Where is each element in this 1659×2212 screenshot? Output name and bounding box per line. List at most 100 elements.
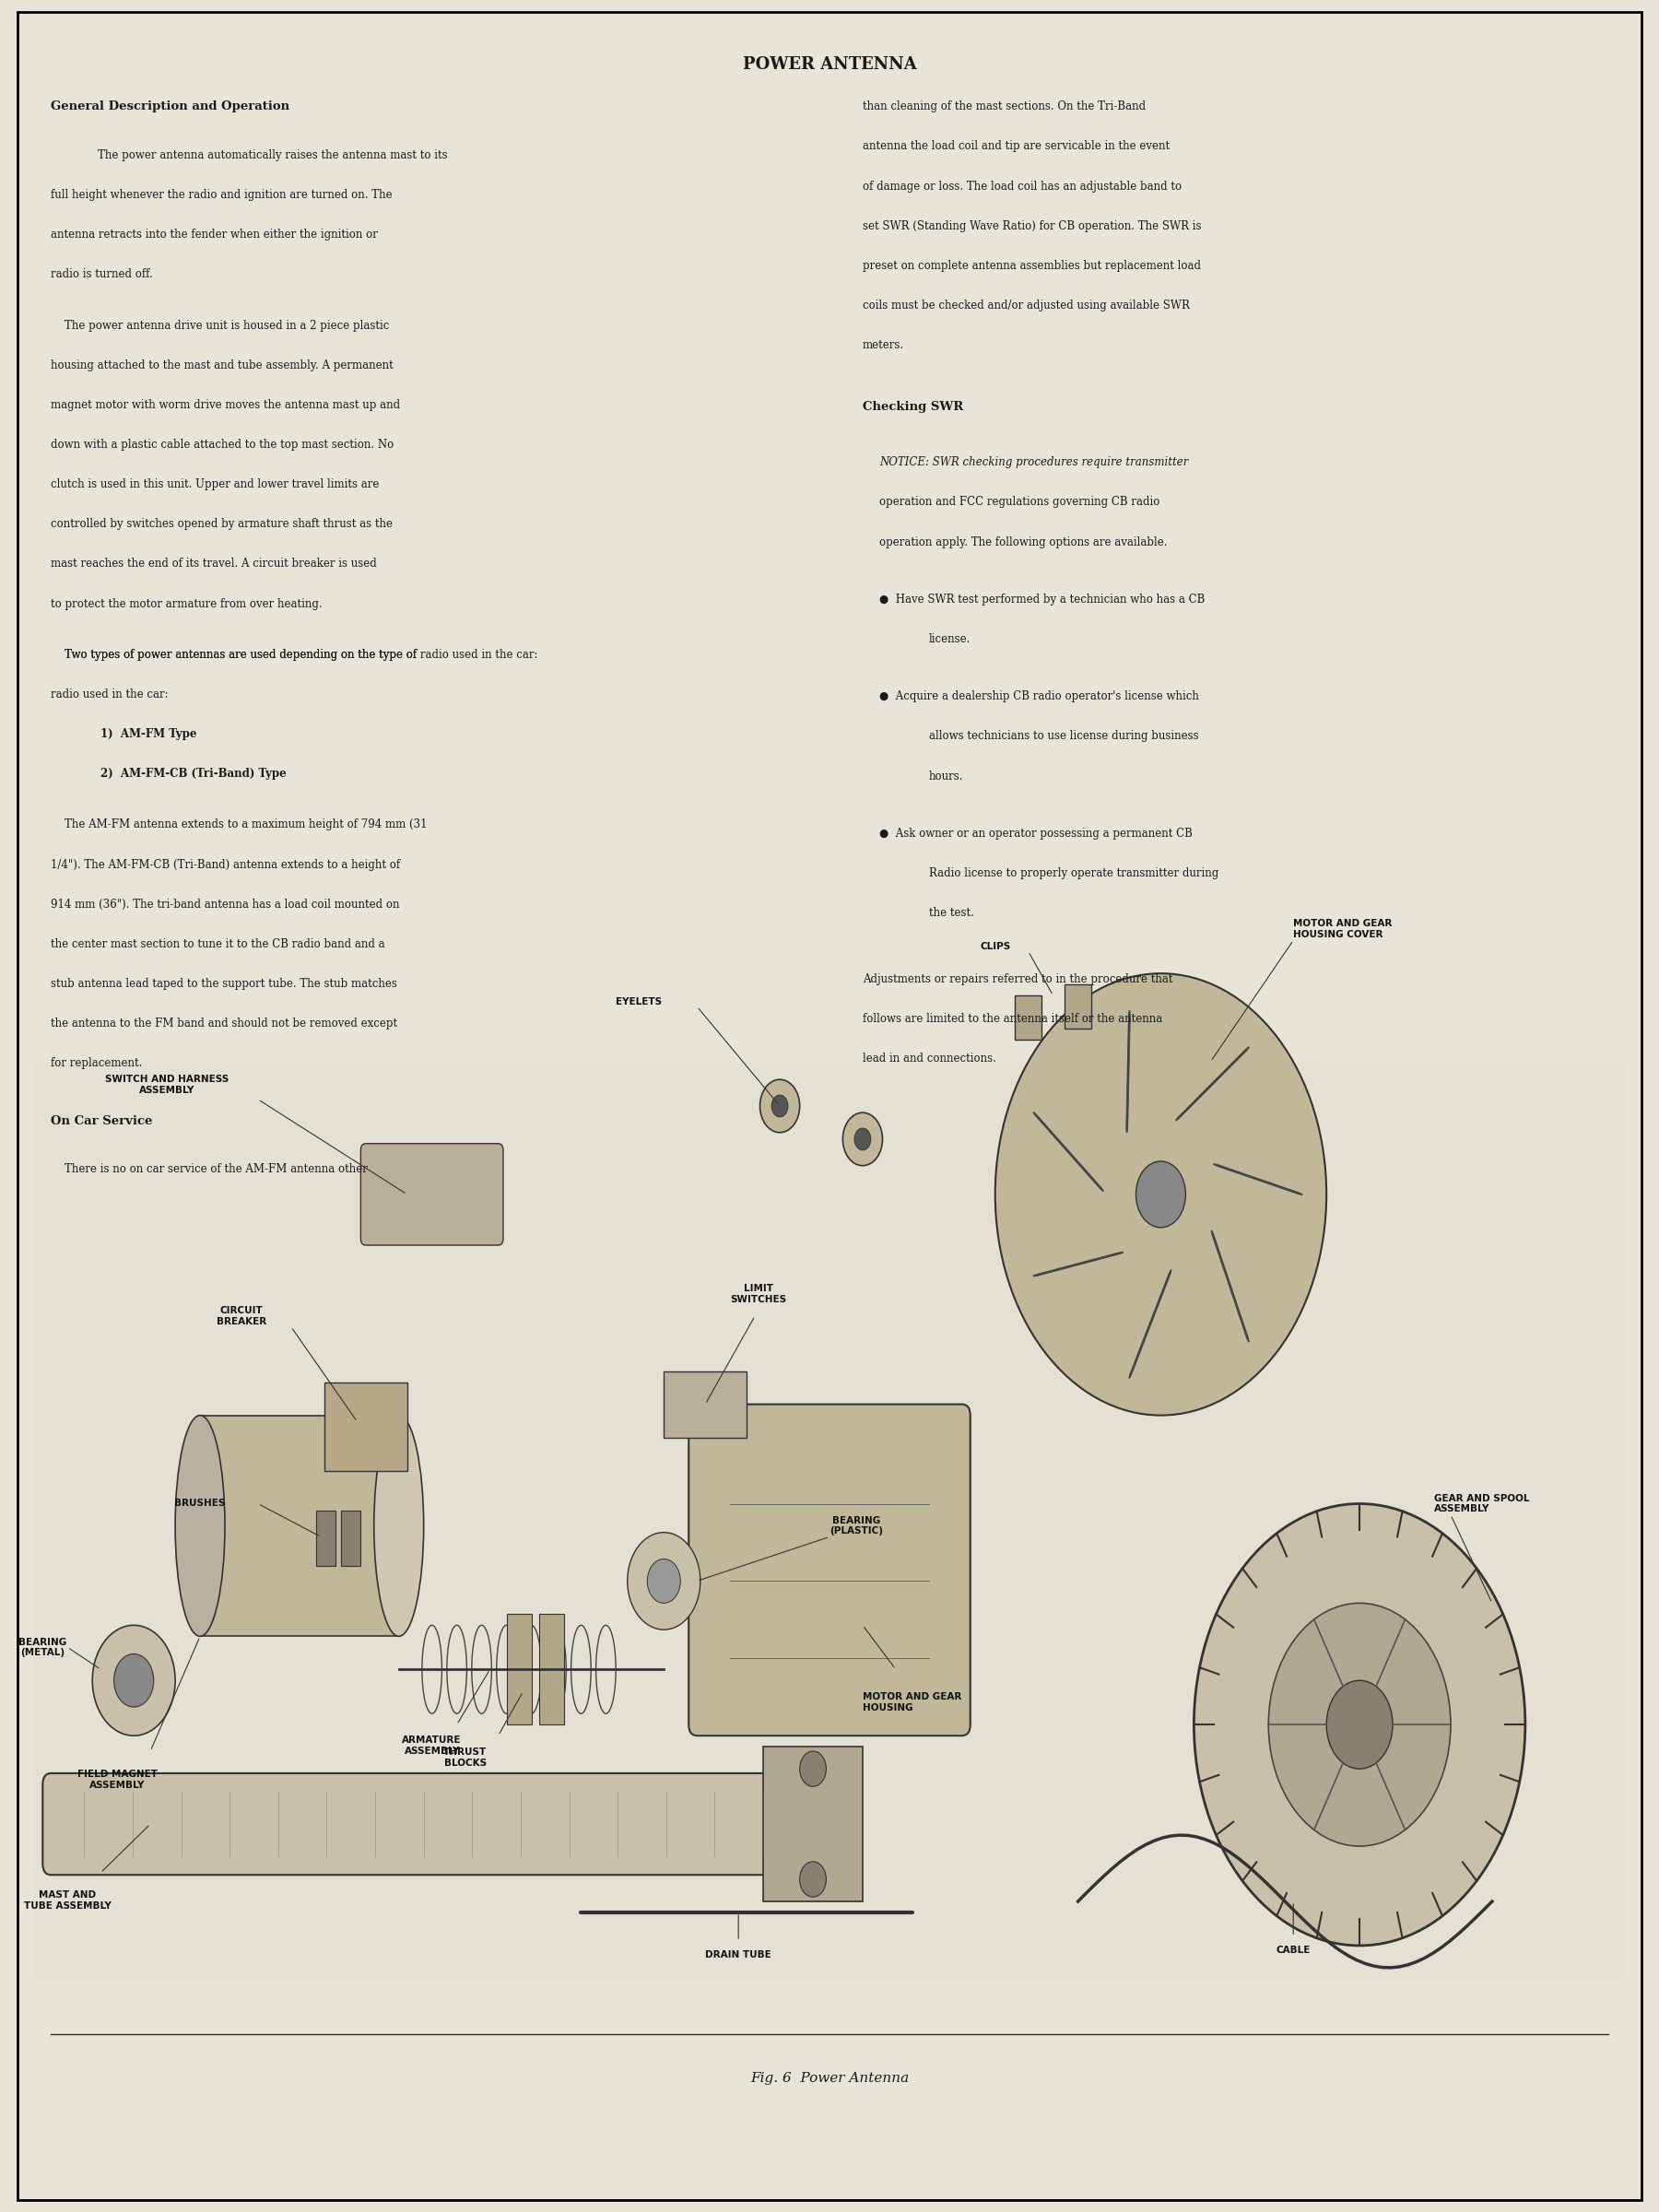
Circle shape [1327,1681,1392,1770]
Text: meters.: meters. [863,338,904,352]
Text: Checking SWR: Checking SWR [863,400,964,414]
Circle shape [1194,1504,1525,1947]
Bar [539,1615,564,1725]
Text: POWER ANTENNA: POWER ANTENNA [743,58,916,73]
Ellipse shape [373,1416,423,1637]
Circle shape [760,1079,800,1133]
Text: clutch is used in this unit. Upper and lower travel limits are: clutch is used in this unit. Upper and l… [51,478,380,491]
Bar [35,1062,1624,1980]
Text: ●  Acquire a dealership CB radio operator's license which: ● Acquire a dealership CB radio operator… [879,690,1199,703]
Text: allows technicians to use license during business: allows technicians to use license during… [929,730,1198,743]
FancyBboxPatch shape [688,1405,971,1736]
Text: for replacement.: for replacement. [51,1057,143,1068]
Text: 2)  AM-FM-CB (Tri-Band) Type: 2) AM-FM-CB (Tri-Band) Type [101,768,287,781]
Bar [324,1382,406,1471]
Text: down with a plastic cable attached to the top mast section. No: down with a plastic cable attached to th… [51,438,395,451]
Text: The power antenna automatically raises the antenna mast to its: The power antenna automatically raises t… [85,150,448,161]
Text: operation apply. The following options are available.: operation apply. The following options a… [879,535,1168,549]
Circle shape [771,1095,788,1117]
Text: GEAR AND SPOOL
ASSEMBLY: GEAR AND SPOOL ASSEMBLY [1433,1493,1530,1513]
FancyArrowPatch shape [1213,1234,1248,1338]
Circle shape [800,1863,826,1898]
FancyArrowPatch shape [1126,1013,1130,1128]
Text: THRUST
BLOCKS: THRUST BLOCKS [443,1747,486,1767]
FancyArrowPatch shape [1037,1252,1120,1274]
Text: the test.: the test. [929,907,974,920]
Text: Adjustments or repairs referred to in the procedure that: Adjustments or repairs referred to in th… [863,973,1173,984]
Text: Radio license to properly operate transmitter during: Radio license to properly operate transm… [929,867,1218,880]
Text: of damage or loss. The load coil has an adjustable band to: of damage or loss. The load coil has an … [863,179,1181,192]
Text: There is no on car service of the AM-FM antenna other: There is no on car service of the AM-FM … [51,1164,368,1175]
Circle shape [843,1113,883,1166]
Text: license.: license. [929,633,971,646]
Circle shape [1136,1161,1186,1228]
Bar [315,1511,335,1566]
Text: BEARING
(METAL): BEARING (METAL) [18,1637,66,1657]
Circle shape [854,1128,871,1150]
Bar [340,1511,360,1566]
FancyArrowPatch shape [1216,1166,1299,1194]
Text: BEARING
(PLASTIC): BEARING (PLASTIC) [830,1515,883,1535]
Text: MOTOR AND GEAR
HOUSING: MOTOR AND GEAR HOUSING [863,1692,962,1712]
Text: General Description and Operation: General Description and Operation [51,102,290,113]
Text: ●  Have SWR test performed by a technician who has a CB: ● Have SWR test performed by a technicia… [879,593,1204,606]
Circle shape [627,1533,700,1630]
Text: full height whenever the radio and ignition are turned on. The: full height whenever the radio and ignit… [51,188,393,201]
Text: The AM-FM antenna extends to a maximum height of 794 mm (31: The AM-FM antenna extends to a maximum h… [51,818,428,832]
Bar [201,1416,398,1637]
Text: BRUSHES: BRUSHES [174,1500,226,1509]
Text: NOTICE: SWR checking procedures require transmitter: NOTICE: SWR checking procedures require … [879,456,1188,469]
Text: the center mast section to tune it to the CB radio band and a: the center mast section to tune it to th… [51,938,385,951]
FancyArrowPatch shape [1035,1115,1102,1188]
Text: lead in and connections.: lead in and connections. [863,1053,995,1064]
Bar [1065,984,1092,1029]
Bar [506,1615,531,1725]
Text: ●  Ask owner or an operator possessing a permanent CB: ● Ask owner or an operator possessing a … [879,827,1193,841]
FancyArrowPatch shape [1178,1048,1248,1117]
Text: The power antenna drive unit is housed in a 2 piece plastic: The power antenna drive unit is housed i… [51,319,390,332]
Text: 1/4"). The AM-FM-CB (Tri-Band) antenna extends to a height of: 1/4"). The AM-FM-CB (Tri-Band) antenna e… [51,858,400,872]
Circle shape [800,1752,826,1787]
Circle shape [93,1626,176,1736]
Text: EYELETS: EYELETS [615,998,662,1006]
Text: CIRCUIT
BREAKER: CIRCUIT BREAKER [216,1305,267,1325]
Text: coils must be checked and/or adjusted using available SWR: coils must be checked and/or adjusted us… [863,299,1190,312]
Text: preset on complete antenna assemblies but replacement load: preset on complete antenna assemblies bu… [863,259,1201,272]
Text: antenna the load coil and tip are servicable in the event: antenna the load coil and tip are servic… [863,142,1170,153]
Text: antenna retracts into the fender when either the ignition or: antenna retracts into the fender when ei… [51,228,378,241]
Text: DRAIN TUBE: DRAIN TUBE [705,1951,771,1960]
Ellipse shape [176,1416,226,1637]
Text: Fig. 6  Power Antenna: Fig. 6 Power Antenna [750,2073,909,2084]
Text: operation and FCC regulations governing CB radio: operation and FCC regulations governing … [879,495,1160,509]
Text: CLIPS: CLIPS [980,942,1010,951]
Text: MAST AND
TUBE ASSEMBLY: MAST AND TUBE ASSEMBLY [23,1891,111,1911]
Text: stub antenna lead taped to the support tube. The stub matches: stub antenna lead taped to the support t… [51,978,398,989]
Text: to protect the motor armature from over heating.: to protect the motor armature from over … [51,597,322,611]
Text: ARMATURE
ASSEMBLY: ARMATURE ASSEMBLY [401,1736,461,1756]
Circle shape [647,1559,680,1604]
Circle shape [1269,1604,1450,1847]
Bar [1015,995,1042,1040]
FancyBboxPatch shape [43,1774,805,1876]
Text: LIMIT
SWITCHES: LIMIT SWITCHES [730,1283,786,1303]
Text: than cleaning of the mast sections. On the Tri-Band: than cleaning of the mast sections. On t… [863,102,1146,113]
FancyArrowPatch shape [1130,1272,1170,1376]
Text: 914 mm (36"). The tri-band antenna has a load coil mounted on: 914 mm (36"). The tri-band antenna has a… [51,898,400,911]
Text: follows are limited to the antenna itself or the antenna: follows are limited to the antenna itsel… [863,1013,1163,1024]
Text: CABLE: CABLE [1276,1947,1311,1955]
Text: magnet motor with worm drive moves the antenna mast up and: magnet motor with worm drive moves the a… [51,398,400,411]
Text: Two types of power antennas are used depending on the type of radio used in the : Two types of power antennas are used dep… [51,648,538,661]
FancyBboxPatch shape [360,1144,503,1245]
Text: MOTOR AND GEAR
HOUSING COVER: MOTOR AND GEAR HOUSING COVER [1294,920,1392,940]
Circle shape [995,973,1327,1416]
Text: On Car Service: On Car Service [51,1115,153,1126]
Text: radio is turned off.: radio is turned off. [51,268,153,281]
Text: radio used in the car:: radio used in the car: [51,688,169,701]
Bar [664,1371,747,1438]
Text: housing attached to the mast and tube assembly. A permanent: housing attached to the mast and tube as… [51,358,393,372]
Text: SWITCH AND HARNESS
ASSEMBLY: SWITCH AND HARNESS ASSEMBLY [105,1075,229,1095]
Text: set SWR (Standing Wave Ratio) for CB operation. The SWR is: set SWR (Standing Wave Ratio) for CB ope… [863,219,1201,232]
Text: Two types of power antennas are used depending on the type of: Two types of power antennas are used dep… [51,648,416,661]
Text: 1)  AM-FM Type: 1) AM-FM Type [101,728,197,741]
Text: FIELD MAGNET
ASSEMBLY: FIELD MAGNET ASSEMBLY [76,1770,158,1790]
